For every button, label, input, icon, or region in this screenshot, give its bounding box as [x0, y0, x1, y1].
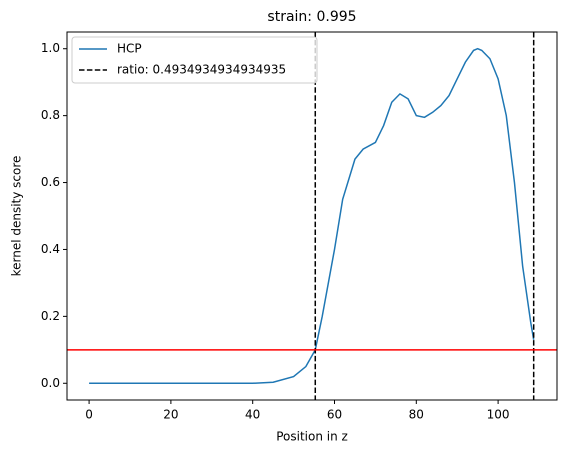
x-tick-label: 60 — [327, 408, 342, 422]
x-tick-label: 0 — [85, 408, 93, 422]
line-series — [89, 47, 535, 385]
legend-label: HCP — [117, 42, 142, 56]
plot-frame — [66, 31, 558, 401]
legend-label: ratio: 0.4934934934934935 — [117, 63, 286, 77]
chart-title: strain: 0.995 — [267, 9, 356, 25]
y-tick-label: 0.0 — [41, 376, 60, 390]
y-tick-label: 0.4 — [41, 242, 60, 256]
legend-box — [71, 36, 318, 84]
x-tick-label: 20 — [163, 408, 178, 422]
y-tick-label: 1.0 — [41, 41, 60, 55]
x-tick-label: 80 — [409, 408, 424, 422]
x-tick-label: 100 — [487, 408, 510, 422]
x-tick-label: 40 — [245, 408, 260, 422]
y-tick-label: 0.6 — [41, 175, 60, 189]
y-tick-label: 0.2 — [41, 309, 60, 323]
y-tick-label: 0.8 — [41, 108, 60, 122]
y-axis-label: kernel density score — [10, 156, 24, 277]
x-axis-label: Position in z — [276, 430, 348, 444]
